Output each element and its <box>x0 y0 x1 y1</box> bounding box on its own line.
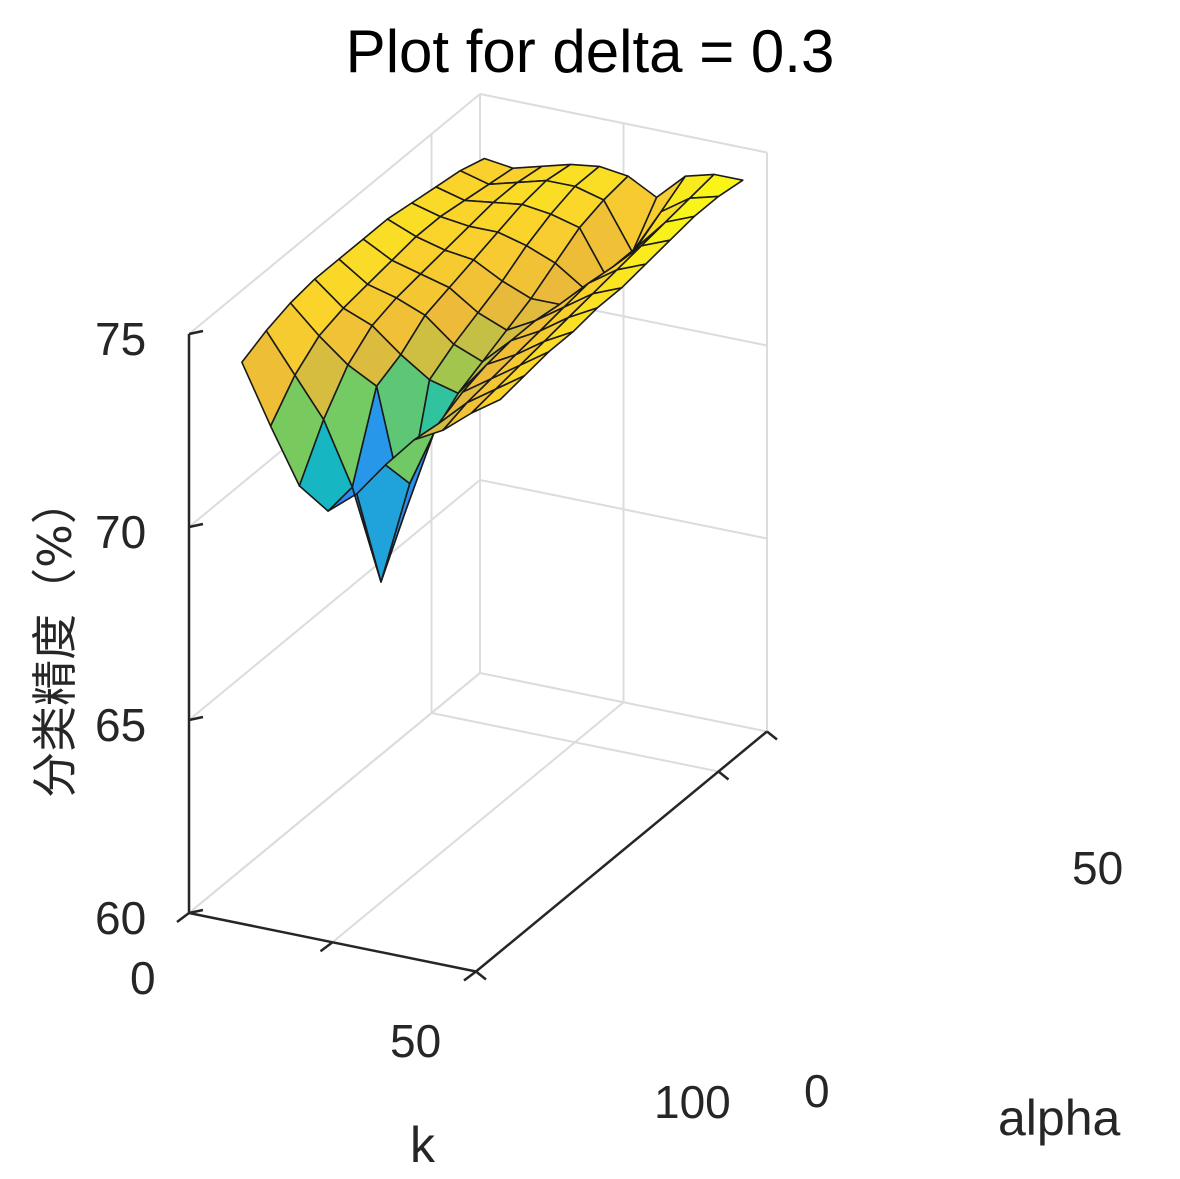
z-tick-label: 60 <box>95 892 147 944</box>
x-tick-label: 0 <box>130 952 156 1004</box>
y-tick-label: 50 <box>1072 842 1124 894</box>
x-tick <box>463 970 477 982</box>
y-tick <box>717 770 730 781</box>
z-tick-label: 70 <box>95 506 147 558</box>
x-tick-label: 50 <box>390 1015 442 1067</box>
y-tick-label: 0 <box>804 1065 830 1117</box>
grid-line <box>331 701 625 944</box>
z-axis-label: 分类精度（%） <box>28 478 82 798</box>
z-tick-label: 75 <box>95 313 147 365</box>
z-tick <box>188 715 204 722</box>
x-tick <box>176 912 190 923</box>
axes-layer <box>176 329 778 982</box>
grid-line <box>188 672 481 914</box>
chart-title: Plot for delta = 0.3 <box>345 18 835 85</box>
surface-patch <box>470 374 526 414</box>
grid-line <box>188 479 481 721</box>
z-tick <box>188 908 204 915</box>
z-tick-label: 65 <box>95 699 147 751</box>
z-tick <box>188 522 204 529</box>
x-tick <box>319 941 334 953</box>
surface-layer <box>241 157 744 583</box>
grid-line <box>431 712 719 773</box>
z-tick <box>188 329 204 336</box>
x-axis-label: k <box>410 1117 435 1173</box>
y-tick <box>475 970 487 981</box>
y-axis-line <box>475 730 768 973</box>
y-axis-label: alpha <box>998 1090 1121 1146</box>
y-tick <box>766 730 778 741</box>
x-tick-label: 100 <box>654 1076 731 1128</box>
